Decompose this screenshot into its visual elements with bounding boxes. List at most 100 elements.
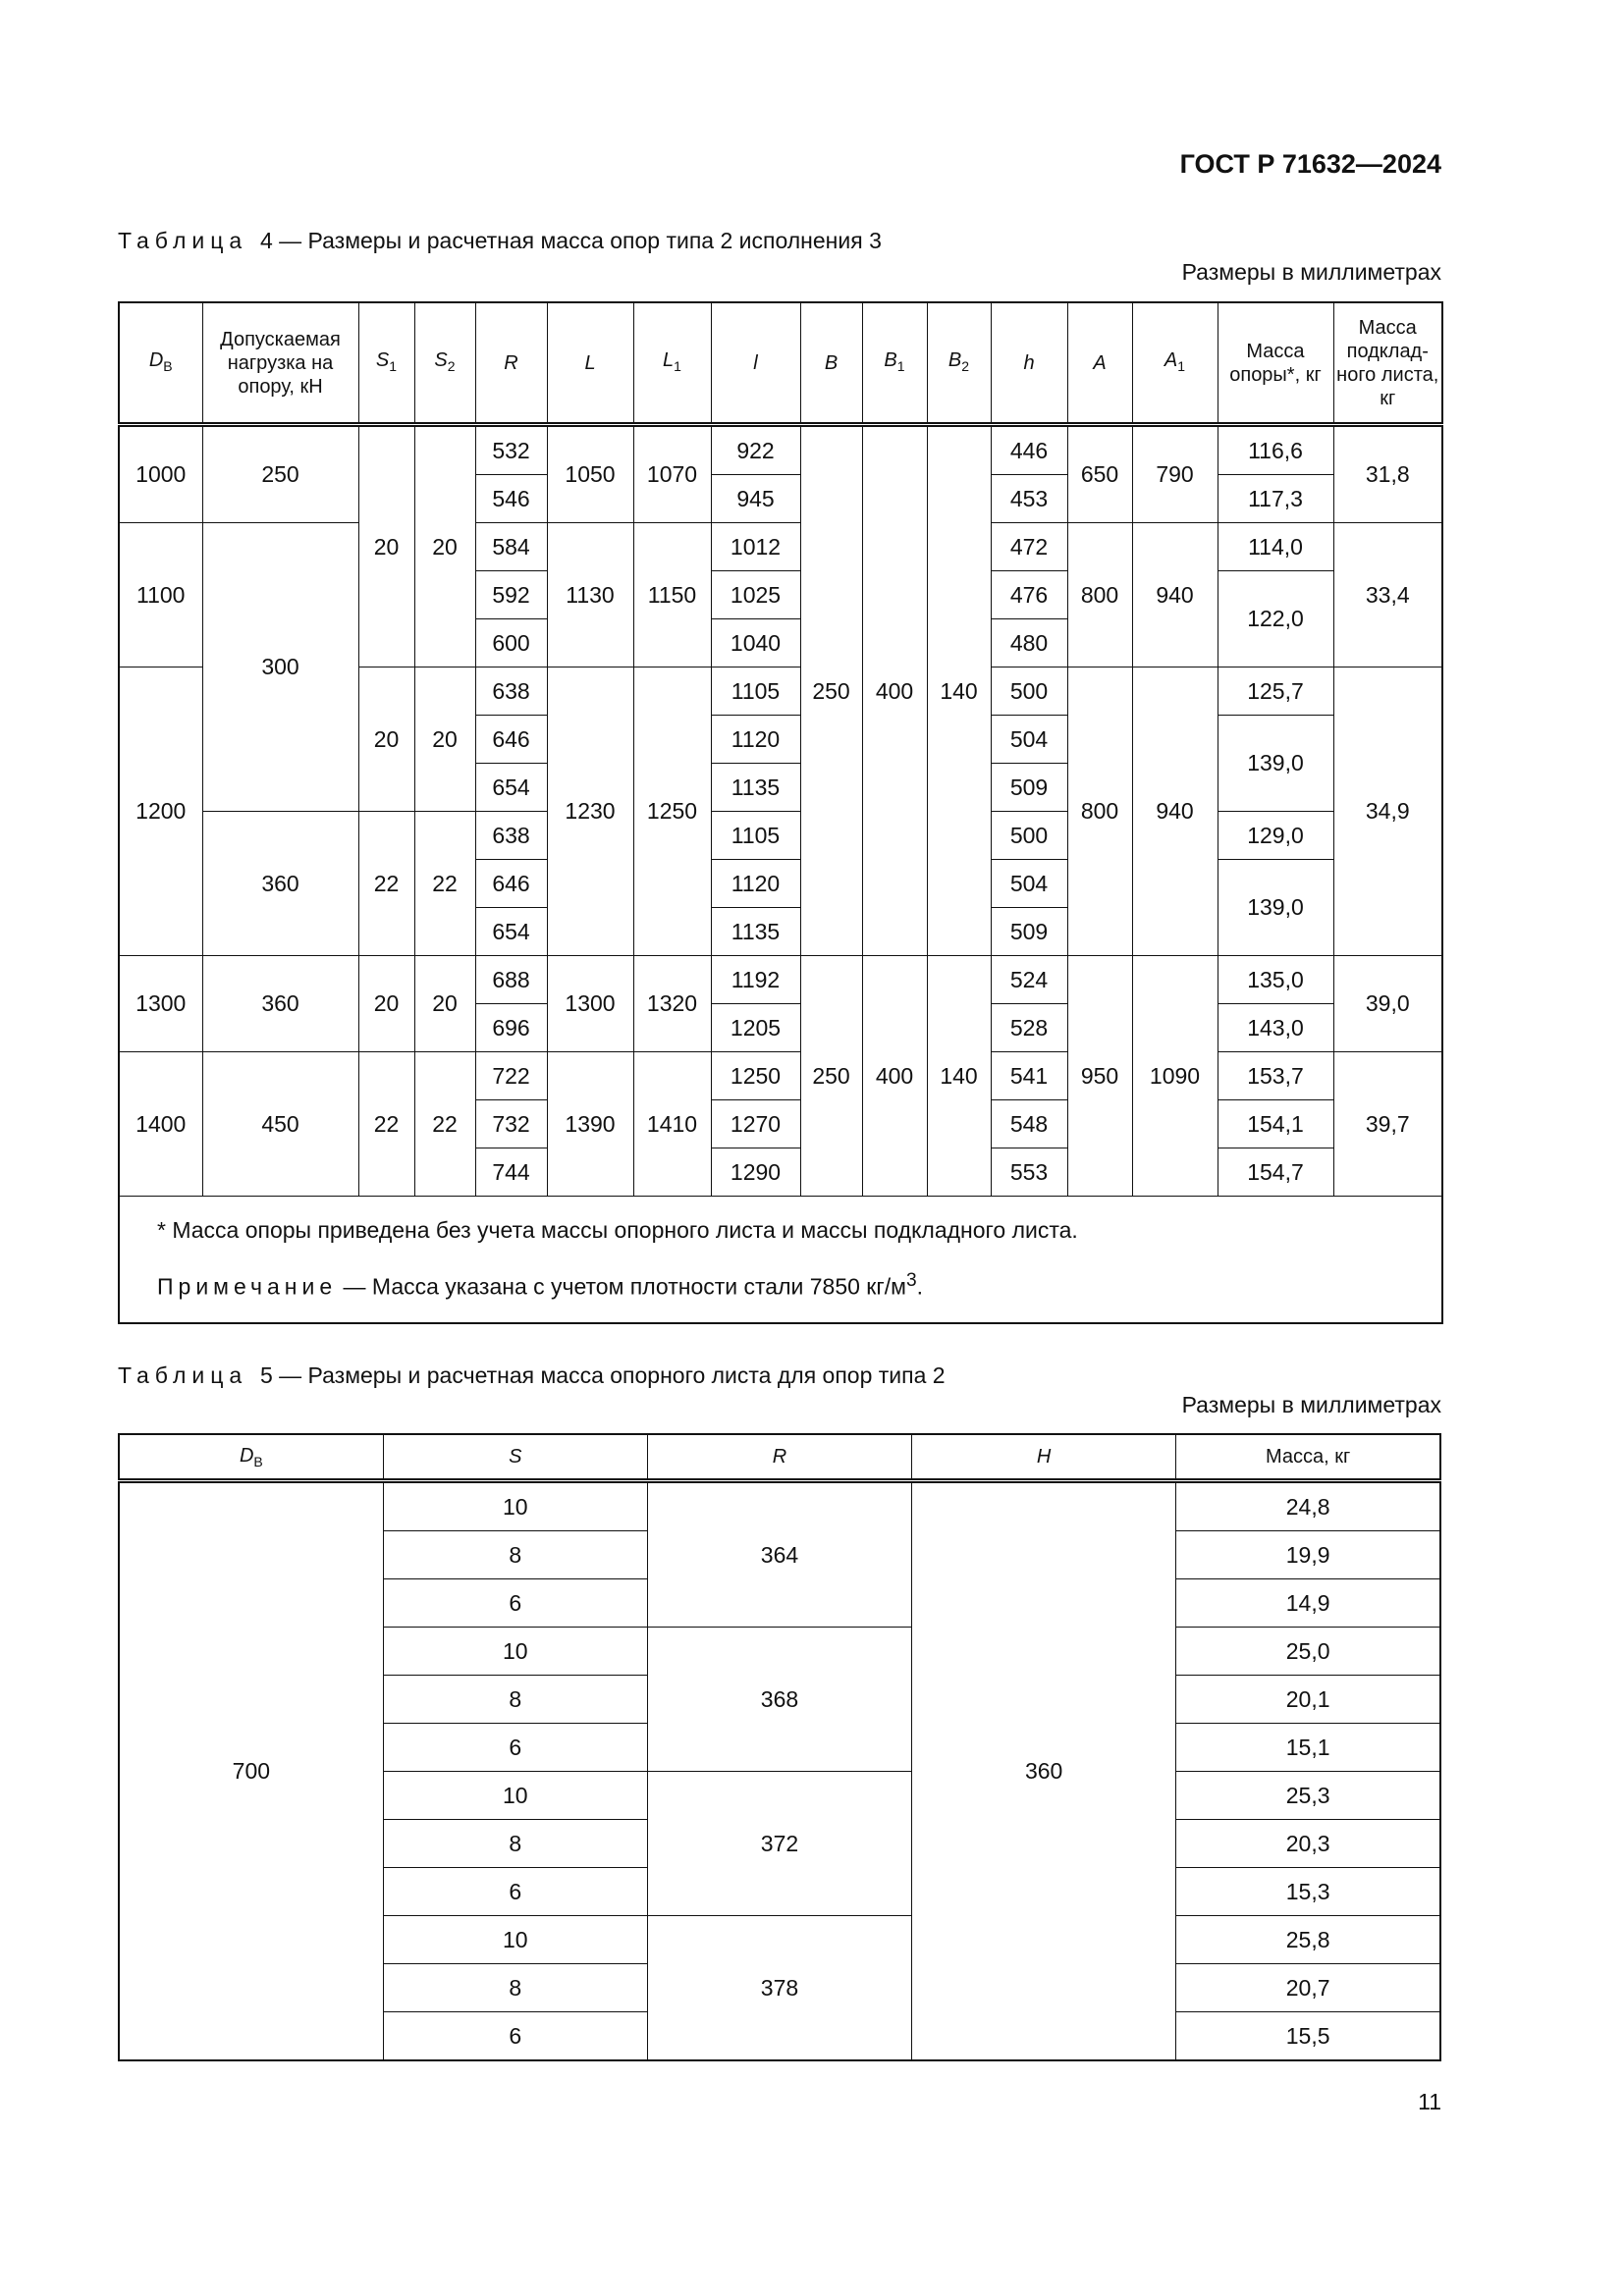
table-cell: 139,0	[1217, 715, 1334, 812]
column-header: H	[911, 1433, 1177, 1483]
header-symbol: S	[509, 1445, 522, 1468]
table-cell: 696	[474, 1003, 548, 1052]
table4: DВ Допускаемая нагрузка на опору, кН S1 S2 R…	[118, 301, 1443, 1324]
table-cell: 646	[474, 715, 548, 764]
table-cell: 143,0	[1217, 1003, 1334, 1052]
table-cell: 129,0	[1217, 811, 1334, 860]
table-cell: 1000	[118, 424, 203, 523]
table-row: 600 1040 480	[119, 618, 1442, 667]
column-header: R	[646, 1433, 913, 1483]
table-cell: 1100	[118, 522, 203, 667]
header-label: Допускаемая нагрузка на опору, кН	[220, 328, 341, 398]
table-row: 8 19,9	[119, 1530, 1441, 1579]
column-header: S1	[357, 301, 415, 427]
table-cell: 1070	[632, 424, 712, 523]
table-cell: 524	[990, 955, 1068, 1004]
table-cell: 528	[990, 1003, 1068, 1052]
table-cell: 400	[861, 955, 928, 1197]
table-cell: 744	[474, 1148, 548, 1197]
table-row: 654 1135 509	[119, 907, 1442, 956]
table-cell: 22	[357, 811, 415, 956]
table-cell: 33,4	[1332, 522, 1443, 667]
table-cell: 600	[474, 618, 548, 667]
table-cell: 15,3	[1175, 1867, 1441, 1916]
header-subscript: 1	[674, 357, 681, 374]
table-row: 1200 20 20 638 1230 1250 1105 500 800 940 125,7 34,…	[118, 667, 1443, 956]
table-cell: 24,8	[1175, 1480, 1441, 1531]
table-cell: 39,0	[1332, 955, 1443, 1052]
column-header: A	[1066, 301, 1133, 427]
table-cell: 153,7	[1217, 1051, 1334, 1100]
caption-number: 4	[259, 228, 273, 253]
table-cell: 1050	[546, 424, 634, 523]
table-row: 8 20,3	[119, 1819, 1441, 1868]
table-cell: 140	[926, 424, 992, 956]
table-cell: 500	[990, 811, 1068, 860]
table-cell: 372	[646, 1771, 913, 1916]
table-cell: 700	[118, 1480, 384, 2061]
table-cell: 504	[990, 859, 1068, 908]
table-cell: 548	[990, 1099, 1068, 1148]
header-symbol: B	[884, 348, 897, 371]
header-symbol: R	[504, 351, 518, 374]
table-cell: 10	[382, 1480, 648, 1531]
table-row: 646 1120 504 139,0	[119, 715, 1442, 812]
header-symbol: A	[1093, 351, 1107, 374]
table-cell: 116,6	[1217, 424, 1334, 475]
table-cell: 22	[413, 811, 476, 956]
table-cell: 400	[861, 424, 928, 956]
table-cell: 20	[357, 667, 415, 812]
table-cell: 20	[413, 667, 476, 812]
column-header: R	[474, 301, 548, 427]
table-cell: 1120	[710, 715, 801, 764]
column-header: Масса, кг	[1175, 1433, 1441, 1483]
table4-body: 1000 250 20 20 532 1050 1070 922 250 400 140 446 650…	[118, 424, 1443, 1324]
table-cell: 1130	[546, 522, 634, 667]
table-cell: 1290	[710, 1148, 801, 1197]
note-superscript: 3	[905, 1270, 917, 1291]
note: Примечание — Масса указана с учетом плот…	[157, 1255, 1404, 1312]
table-cell: 532	[474, 424, 548, 475]
table4-footnotes: * Масса опоры приведена без учета массы …	[118, 1195, 1443, 1324]
header-symbol: l	[753, 351, 758, 374]
header-symbol: L	[584, 351, 596, 374]
table-cell: 1205	[710, 1003, 801, 1052]
table-cell: 300	[201, 522, 359, 812]
table-cell: 114,0	[1217, 522, 1334, 571]
table-row: 1100 300 584 1130 1150 1012 472 800 940 114,0 33,4	[118, 522, 1443, 812]
note-text: — Масса указана с учетом плотности стали…	[337, 1273, 906, 1300]
table-cell: 480	[990, 618, 1068, 667]
column-header: L	[546, 301, 634, 427]
note-label: Примечание	[157, 1273, 338, 1300]
header-symbol: H	[1036, 1445, 1052, 1468]
table-row: 1400 450 22 22 722 1390 1410 1250 541 153,7 39,7	[118, 1051, 1443, 1197]
table-cell: 360	[911, 1480, 1177, 2061]
table-cell: 20,1	[1175, 1675, 1441, 1724]
header-label: Масса, кг	[1265, 1445, 1351, 1468]
table-cell: 732	[474, 1099, 548, 1148]
table-cell: 1090	[1131, 955, 1218, 1197]
caption-text: — Размеры и расчетная масса опор типа 2 …	[279, 228, 882, 253]
caption-word: Таблица	[118, 228, 248, 253]
caption-word: Таблица	[118, 1362, 248, 1388]
page-number: 11	[1418, 2089, 1441, 2114]
table-cell: 1300	[546, 955, 634, 1052]
table-cell: 1192	[710, 955, 801, 1004]
table-cell: 20	[413, 955, 476, 1052]
column-header: DВ	[118, 1433, 384, 1483]
table-cell: 638	[474, 667, 548, 716]
column-header: B	[799, 301, 863, 427]
header-subscript: 1	[389, 357, 398, 374]
table-cell: 1250	[632, 667, 712, 956]
table-cell: 950	[1066, 955, 1133, 1197]
table-cell: 1105	[710, 667, 801, 716]
table-cell: 1012	[710, 522, 801, 571]
header-label: Масса опоры*, кг	[1229, 340, 1322, 386]
table-cell: 122,0	[1217, 570, 1334, 667]
header-symbol: S	[375, 348, 390, 371]
table-cell: 790	[1131, 424, 1218, 523]
footnote-cell: * Масса опоры приведена без учета массы …	[118, 1195, 1443, 1324]
table-cell: 546	[474, 474, 548, 523]
table-cell: 592	[474, 570, 548, 619]
table-cell: 125,7	[1217, 667, 1334, 716]
